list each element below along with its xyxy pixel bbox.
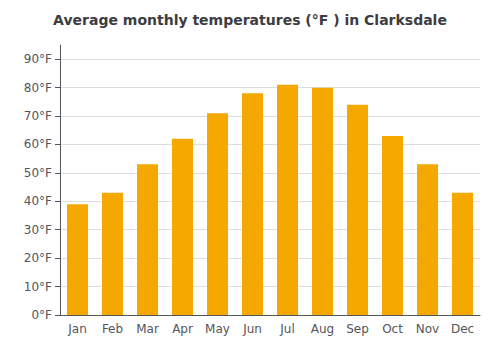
svg-text:20°F: 20°F	[24, 251, 52, 265]
svg-text:70°F: 70°F	[24, 109, 52, 123]
svg-text:Feb: Feb	[102, 322, 123, 336]
svg-text:90°F: 90°F	[24, 52, 52, 66]
svg-text:Average monthly temperatures (: Average monthly temperatures (°F ) in Cl…	[53, 12, 447, 28]
svg-text:Jun: Jun	[242, 322, 262, 336]
svg-text:30°F: 30°F	[24, 223, 52, 237]
svg-text:50°F: 50°F	[24, 166, 52, 180]
svg-text:0°F: 0°F	[31, 308, 52, 322]
svg-text:Nov: Nov	[416, 322, 439, 336]
svg-text:Apr: Apr	[172, 322, 193, 336]
svg-text:10°F: 10°F	[24, 280, 52, 294]
svg-text:80°F: 80°F	[24, 81, 52, 95]
svg-text:60°F: 60°F	[24, 137, 52, 151]
svg-text:Aug: Aug	[311, 322, 334, 336]
svg-text:Mar: Mar	[136, 322, 159, 336]
svg-text:Jan: Jan	[67, 322, 87, 336]
svg-text:Jul: Jul	[279, 322, 294, 336]
svg-text:May: May	[205, 322, 230, 336]
svg-text:Sep: Sep	[346, 322, 369, 336]
svg-text:40°F: 40°F	[24, 194, 52, 208]
svg-text:Oct: Oct	[382, 322, 403, 336]
svg-text:Dec: Dec	[451, 322, 474, 336]
